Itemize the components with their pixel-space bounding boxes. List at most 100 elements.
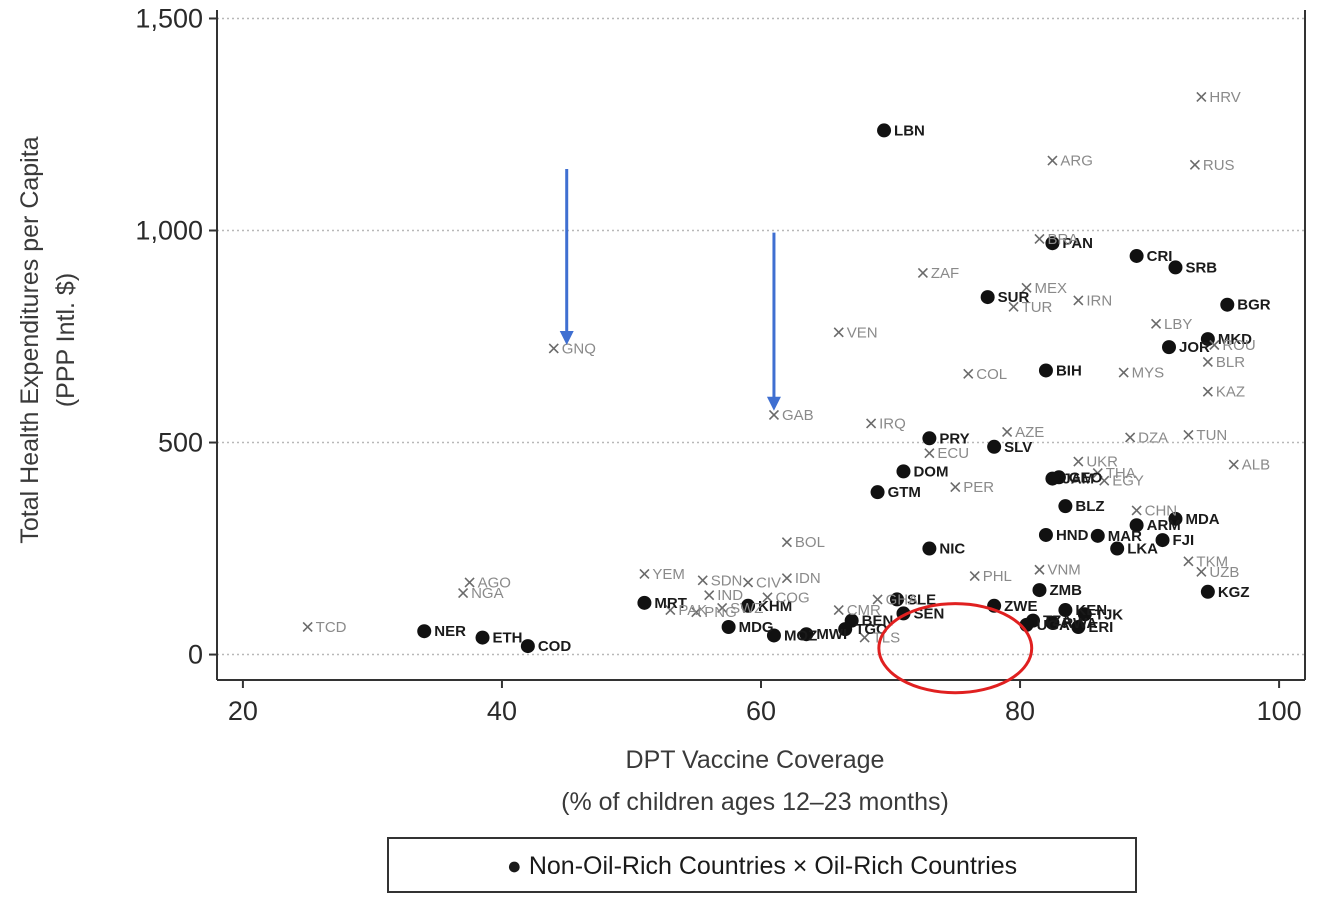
point-label: MKD <box>1218 331 1252 348</box>
x-mark-stroke <box>464 577 475 588</box>
oil-rich-point <box>1209 339 1220 351</box>
non-oil-rich-point <box>1155 533 1170 548</box>
non-oil-rich-point <box>799 627 814 642</box>
point-label: NIC <box>939 541 965 558</box>
x-mark-stroke <box>1183 556 1194 567</box>
x-mark-stroke <box>1047 155 1058 166</box>
x-tick-label: 80 <box>1005 696 1035 726</box>
oil-rich-point <box>1002 426 1013 437</box>
non-oil-rich-point <box>520 639 535 654</box>
point-labels: LBN PAN CRI SRB SUR BGR MKD JOR BIH PRY SLV DOM GEOJ… <box>316 89 1271 655</box>
oil-rich-point <box>1118 367 1129 378</box>
oil-rich-point <box>1150 318 1162 329</box>
oil-rich-point <box>1047 155 1058 166</box>
oil-rich-point <box>1183 429 1194 440</box>
non-oil-rich-point <box>1200 584 1215 599</box>
x-mark-stroke <box>697 575 708 586</box>
x-mark-stroke <box>833 604 844 616</box>
x-mark-stroke <box>1209 339 1220 351</box>
x-tick-label: 60 <box>746 696 776 726</box>
point-label: MWI <box>816 626 847 643</box>
x-mark-stroke <box>950 481 961 493</box>
point-label: COL <box>976 366 1007 383</box>
point-label: JOR <box>1179 339 1210 356</box>
y-tick-label: 1,000 <box>135 216 203 246</box>
point-label: ROU <box>1222 337 1255 354</box>
x-mark-stroke <box>302 621 313 633</box>
non-oil-rich-point <box>987 439 1002 454</box>
x-mark-stroke <box>1202 386 1213 397</box>
x-mark-stroke <box>762 592 773 603</box>
x-mark-stroke <box>1008 301 1019 312</box>
oil-rich-point <box>1034 564 1045 575</box>
non-oil-rich-point <box>1038 363 1053 378</box>
legend: ● Non-Oil-Rich Countries × Oil-Rich Coun… <box>387 837 1137 893</box>
non-oil-rich-point <box>1110 541 1125 556</box>
point-label: GHA <box>886 591 919 608</box>
oil-rich-point <box>1131 505 1142 516</box>
non-oil-rich-point <box>922 541 937 556</box>
oil-rich-point <box>742 577 754 588</box>
point-label: KGZ <box>1218 584 1250 601</box>
oil-rich-point <box>1034 233 1045 245</box>
point-label: MDG <box>739 619 774 636</box>
non-oil-rich-point <box>417 624 432 639</box>
oil-rich-point <box>697 575 708 586</box>
oil-rich-point <box>1008 301 1019 312</box>
non-oil-rich-point <box>877 123 892 138</box>
x-mark-stroke <box>924 448 935 459</box>
point-label: LBN <box>894 122 925 139</box>
non-oil-rich-point <box>1077 607 1092 622</box>
point-label: SUR <box>998 289 1030 306</box>
oil-rich-point <box>781 537 792 548</box>
oil-rich-point <box>833 327 844 338</box>
oil-rich-point <box>665 604 676 616</box>
oil-rich-point <box>1092 467 1103 479</box>
x-mark-stroke <box>691 607 702 618</box>
annotations <box>559 169 1034 695</box>
oil-rich-point <box>833 604 844 616</box>
x-mark-stroke <box>717 602 728 613</box>
non-oil-rich-point <box>1058 603 1073 618</box>
point-label: BLZ <box>1075 498 1104 515</box>
x-mark-stroke <box>781 573 792 584</box>
point-label: SWZ <box>730 600 763 617</box>
non-oil-rich-point <box>1045 615 1060 630</box>
point-label: ZMB <box>1049 582 1082 599</box>
point-label: THA <box>1106 465 1136 482</box>
x-axis-title: (% of children ages 12–23 months) <box>561 788 949 816</box>
oil-rich-point <box>1073 456 1084 467</box>
oil-rich-point <box>1021 282 1032 293</box>
point-label: TUR <box>1022 299 1053 316</box>
point-label: CHN <box>1145 502 1178 519</box>
non-oil-rich-point <box>1220 297 1235 312</box>
point-label: CRI <box>1147 248 1173 265</box>
y-tick-label: 0 <box>188 640 203 670</box>
x-mark-stroke <box>1073 295 1084 306</box>
point-label: AZE <box>1015 424 1044 441</box>
point-label: UGA <box>1037 617 1071 634</box>
non-oil-rich-point <box>980 290 995 305</box>
point-label: ETH <box>493 630 523 647</box>
non-oil-rich-point <box>1058 499 1073 514</box>
x-mark-stroke <box>1002 426 1013 437</box>
non-oil-rich-point <box>922 431 937 446</box>
oil-rich-point <box>302 621 313 633</box>
oil-rich-point <box>691 607 702 618</box>
legend-text: ● Non-Oil-Rich Countries × Oil-Rich Coun… <box>507 852 1017 880</box>
annotation-arrow-head <box>559 331 574 345</box>
x-mark-stroke <box>963 368 974 379</box>
point-label: BRA <box>1047 231 1078 248</box>
x-mark-stroke <box>1196 91 1207 102</box>
x-mark-stroke <box>1150 318 1162 329</box>
point-label: LKA <box>1127 541 1158 558</box>
point-label: VNM <box>1047 562 1080 579</box>
y-tick-label: 1,500 <box>135 3 203 33</box>
point-label: MRT <box>654 595 687 612</box>
point-label: RUS <box>1203 157 1235 174</box>
oil-rich-point <box>639 568 650 580</box>
point-label: NGA <box>471 585 504 602</box>
point-label: IND <box>717 587 743 604</box>
point-label: TUN <box>1196 427 1227 444</box>
